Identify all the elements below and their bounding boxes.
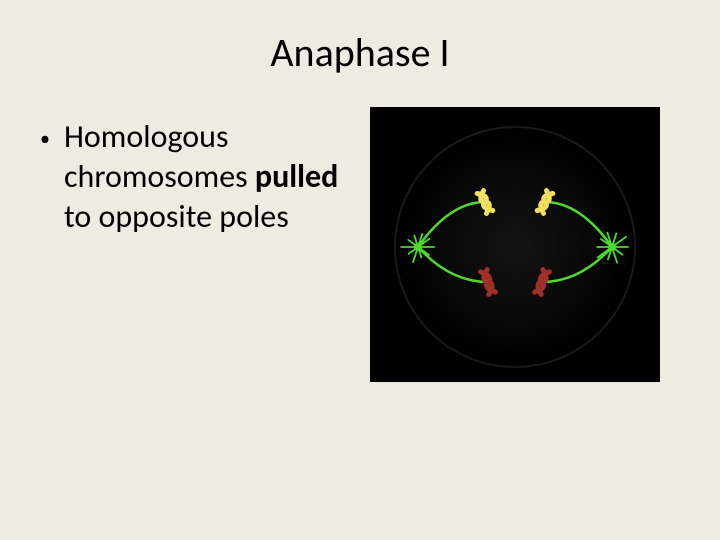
- bullet-pre: Homologous chromosomes: [64, 117, 255, 196]
- bullet-bold: pulled: [255, 157, 338, 196]
- bullet-post: to opposite poles: [64, 197, 289, 236]
- anaphase-diagram: [370, 107, 660, 382]
- bullet-dot-icon: •: [40, 117, 50, 152]
- bullet-text: Homologous chromosomes pulled to opposit…: [64, 117, 360, 237]
- bullet-area: • Homologous chromosomes pulled to oppos…: [40, 107, 360, 237]
- slide-content: • Homologous chromosomes pulled to oppos…: [0, 77, 720, 382]
- bullet-item: • Homologous chromosomes pulled to oppos…: [40, 117, 360, 237]
- slide-title: Anaphase I: [0, 0, 720, 77]
- cell-diagram-svg: [370, 107, 660, 382]
